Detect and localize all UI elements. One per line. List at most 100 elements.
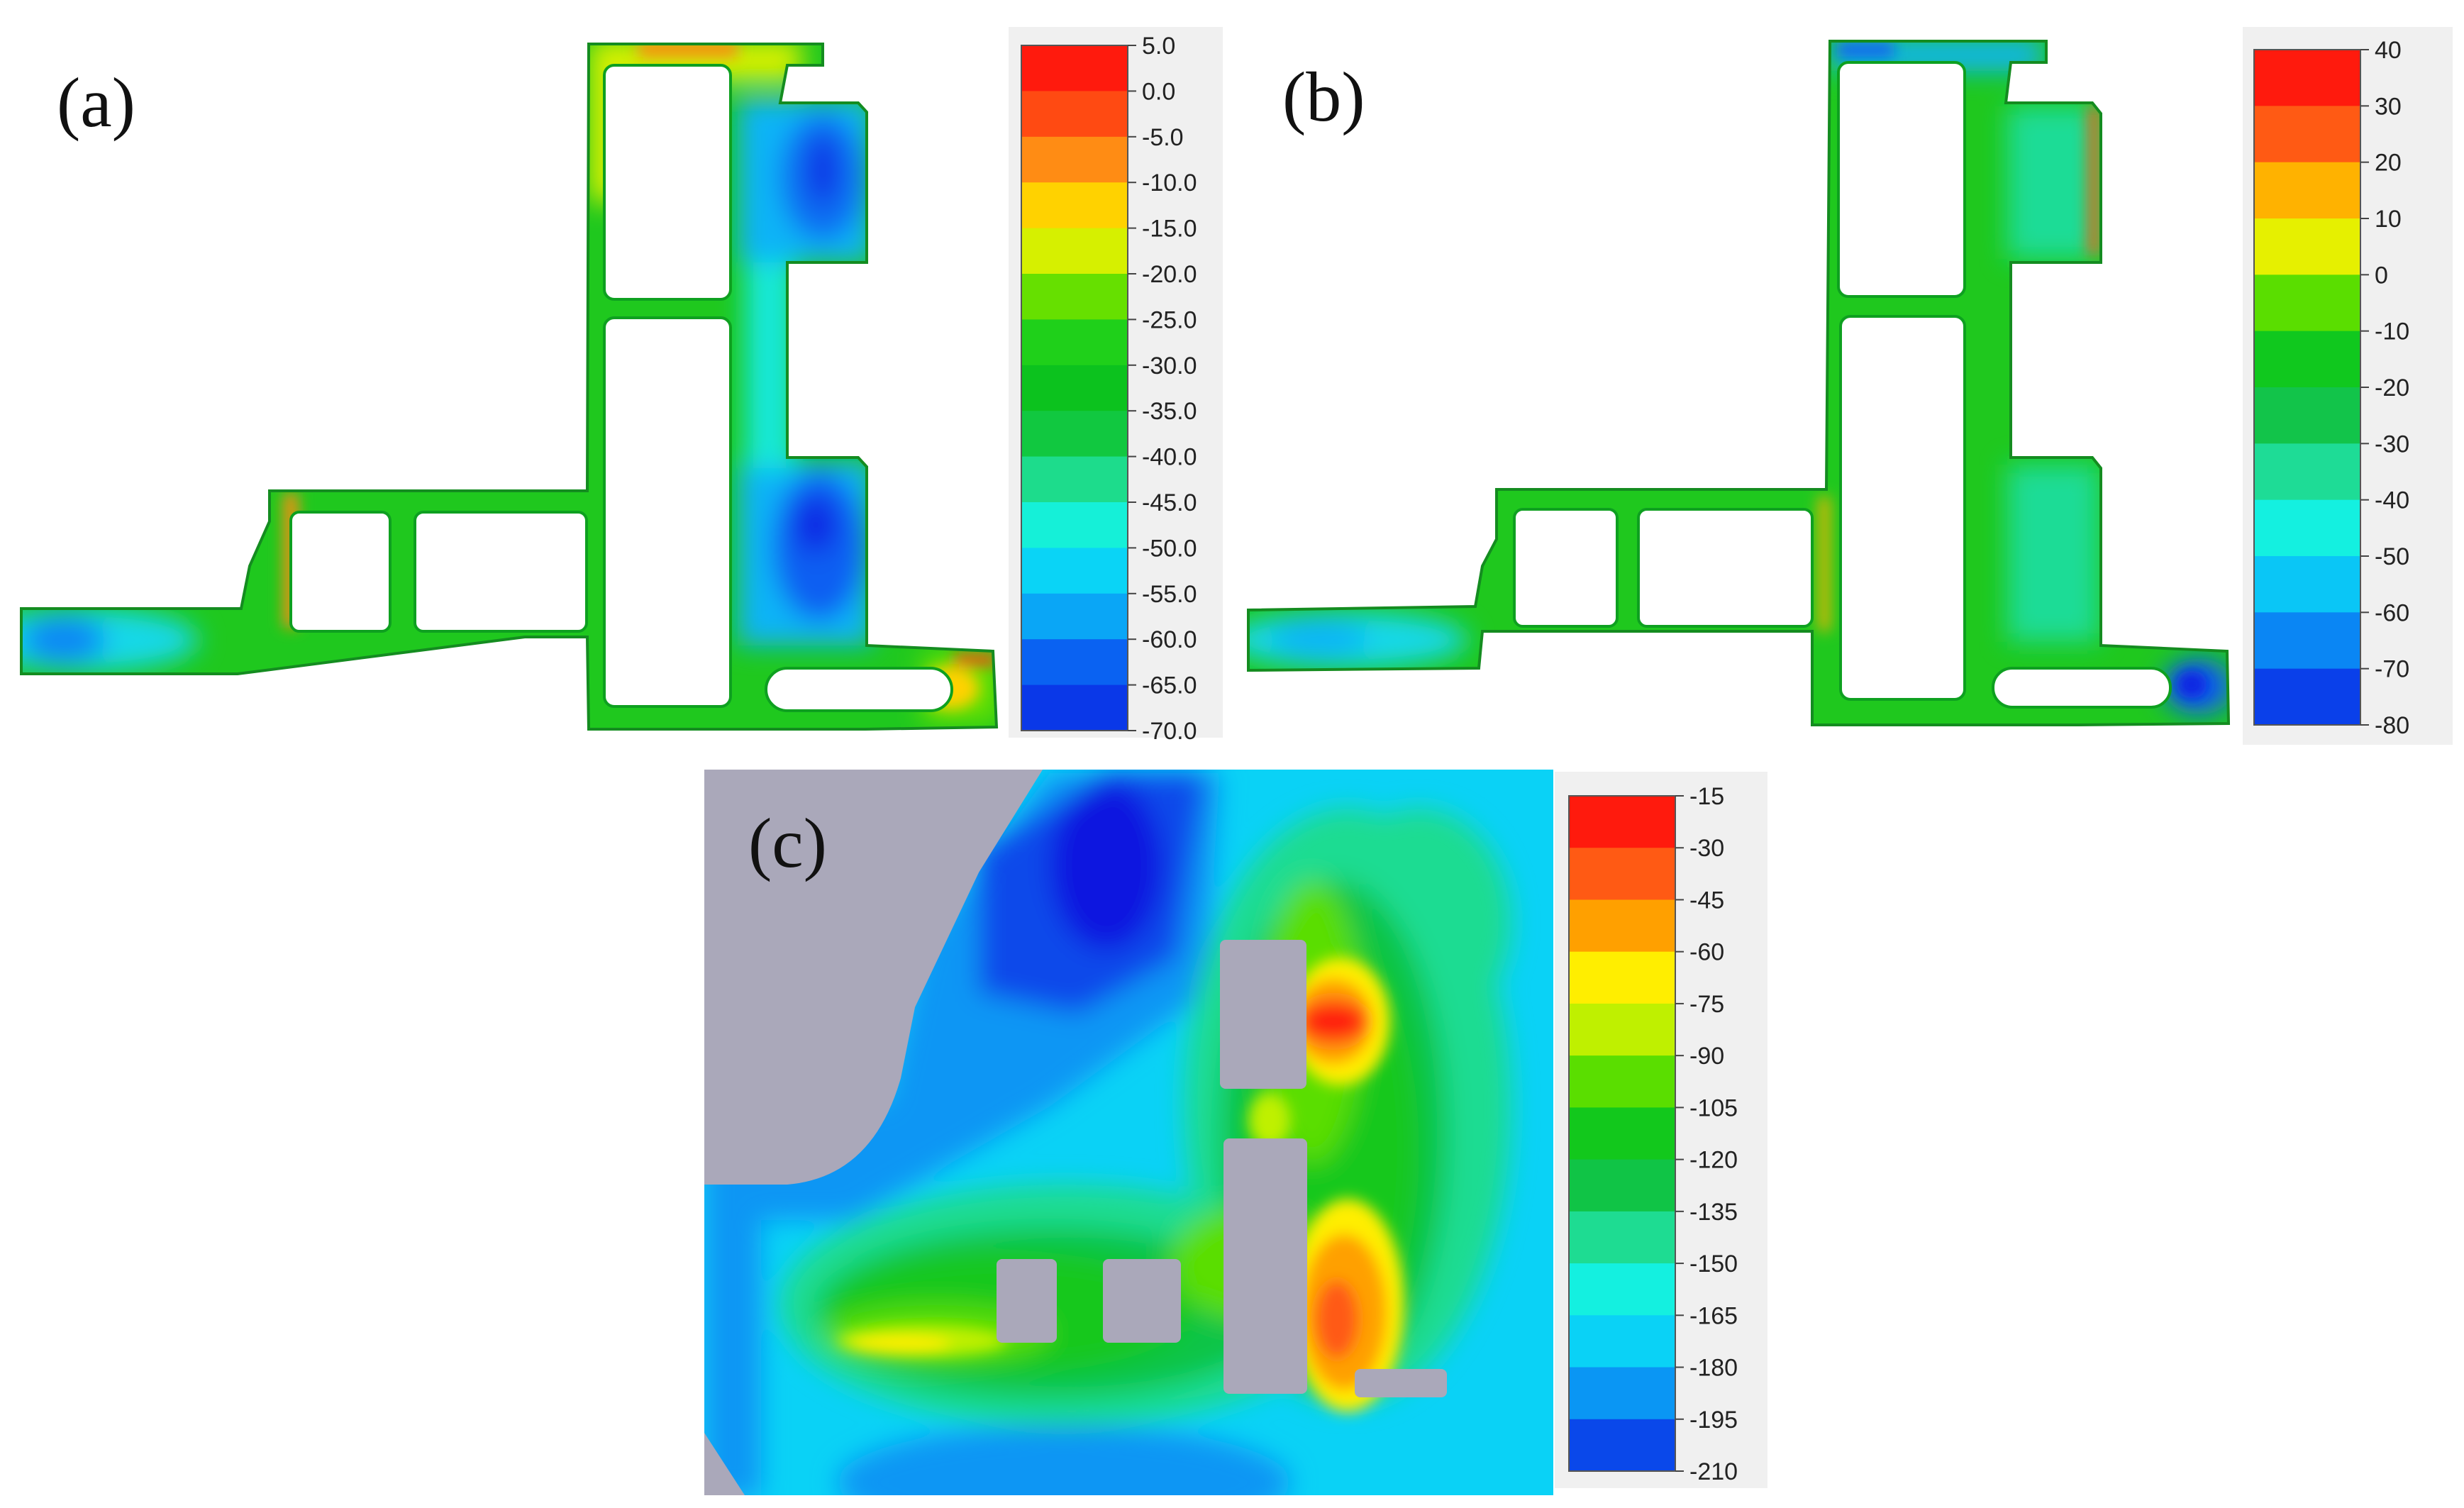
colorbar-tick-label: -10.0 <box>1142 170 1197 196</box>
colorbar-tick-label: -50 <box>2375 543 2409 570</box>
colorbar-tick-label: -5.0 <box>1142 124 1184 151</box>
panel-label-a: (a) <box>57 63 135 142</box>
colorbar-tick-label: -20.0 <box>1142 261 1197 288</box>
colorbar-band <box>1569 1055 1675 1108</box>
colorbar-tick-label: -15 <box>1689 783 1724 810</box>
colorbar-band <box>1569 1159 1675 1212</box>
colorbar-band <box>1021 548 1128 594</box>
colorbar-tick-label: -10 <box>2375 318 2409 345</box>
colorbar-tick-label: -15.0 <box>1142 216 1197 243</box>
colorbar-band <box>2254 556 2360 613</box>
colorbar-band <box>1569 1211 1675 1264</box>
colorbar-tick-label: -135 <box>1689 1199 1738 1226</box>
colorbar-band <box>1569 1419 1675 1472</box>
voids-b <box>1513 61 2172 709</box>
colorbar-band <box>2254 275 2360 332</box>
die-region <box>704 770 1043 1185</box>
colorbar-tick-label: -60 <box>2375 599 2409 626</box>
colorbar-band <box>1021 182 1128 229</box>
colorbar-band <box>1021 365 1128 411</box>
colorbar-tick-label: -105 <box>1689 1094 1738 1121</box>
colorbar-band <box>1569 951 1675 1004</box>
colorbar-tick-label: -50.0 <box>1142 535 1197 562</box>
colorbar-band <box>1569 1107 1675 1160</box>
colorbar-band <box>2254 331 2360 388</box>
colorbar-band <box>1021 639 1128 686</box>
colorbar-band <box>2254 668 2360 726</box>
colorbar-tick-label: -165 <box>1689 1302 1738 1329</box>
colorbar-c: -15 -30 -45 -60 -75 -90 -105 -120 -135 -150 -165 -1… <box>1555 772 1767 1488</box>
colorbar-a: 5.0 0.0 -5.0 -10.0 -15.0 -20.0 -25.0 -30.0 -35.0… <box>1009 27 1223 745</box>
colorbar-tick-label: -180 <box>1689 1355 1738 1382</box>
colorbar-band <box>1569 899 1675 953</box>
colorbar-band <box>1021 91 1128 138</box>
colorbar-tick-label: 40 <box>2375 37 2402 64</box>
colorbar-tick-label: -25.0 <box>1142 306 1197 333</box>
colorbar-band <box>1569 1003 1675 1056</box>
panel-label-c: (c) <box>748 804 827 882</box>
colorbar-tick-label: -70 <box>2375 656 2409 683</box>
colorbar-band <box>2254 106 2360 163</box>
colorbar-tick-label: -80 <box>2375 712 2409 739</box>
colorbar-band <box>2254 50 2360 106</box>
colorbar-band <box>1021 593 1128 640</box>
colorbar-tick-label: -75 <box>1689 991 1724 1018</box>
colorbar-tick-label: -45.0 <box>1142 489 1197 516</box>
colorbar-band <box>1021 274 1128 320</box>
colorbar-band <box>1021 45 1128 92</box>
colorbar-band <box>2254 387 2360 444</box>
colorbar-border <box>1568 795 1676 1472</box>
colorbar-band <box>2254 162 2360 219</box>
colorbar-tick-label: 30 <box>2375 93 2402 120</box>
panel-c: (c) -15-30-45-60-75-90-105-120-135-150-1… <box>704 770 1767 1495</box>
colorbar-tick-label: 20 <box>2375 150 2402 177</box>
colorbar-band <box>1021 456 1128 503</box>
panel-a: (a) <box>20 27 1223 745</box>
colorbar-band <box>1021 228 1128 275</box>
colorbar-tick-label: 0.0 <box>1142 78 1175 105</box>
colorbar-band <box>1021 319 1128 366</box>
colorbar-border <box>1021 45 1128 731</box>
colorbar-tick-label: -20 <box>2375 375 2409 401</box>
colorbar-band <box>1569 1263 1675 1316</box>
colorbar-band <box>1569 1367 1675 1420</box>
colorbar-band <box>1021 684 1128 731</box>
colorbar-band <box>1021 136 1128 183</box>
colorbar-tick-label: -30.0 <box>1142 353 1197 379</box>
colorbar-band <box>1569 1315 1675 1368</box>
colorbar-band <box>1021 502 1128 548</box>
colorbar-tick-label: -65.0 <box>1142 672 1197 699</box>
colorbar-tick-label: -30 <box>1689 835 1724 862</box>
colorbar-tick-label: -60 <box>1689 939 1724 966</box>
colorbar-band <box>2254 499 2360 557</box>
colorbar-tick-label: 10 <box>2375 206 2402 233</box>
colorbar-tick-label: -35.0 <box>1142 398 1197 425</box>
inserts-c <box>997 940 1447 1397</box>
colorbar-b: 40 30 20 10 0 -10 -20 -30 -40 -50 -60 -70 -80 <box>2243 27 2453 745</box>
colorbar-band <box>1569 848 1675 900</box>
colorbar-band <box>2254 218 2360 275</box>
voids-a <box>289 64 953 712</box>
colorbar-band <box>1569 796 1675 848</box>
colorbar-band <box>1021 411 1128 458</box>
colorbar-tick-label: -150 <box>1689 1251 1738 1277</box>
colorbar-tick-label: -70.0 <box>1142 718 1197 745</box>
colorbar-tick-label: 0 <box>2375 262 2388 289</box>
colorbar-tick-label: -30 <box>2375 431 2409 458</box>
panel-label-b: (b) <box>1282 57 1365 136</box>
colorbar-tick-label: -90 <box>1689 1043 1724 1070</box>
colorbar-tick-label: -40.0 <box>1142 444 1197 471</box>
colorbar-tick-label: -60.0 <box>1142 626 1197 653</box>
colorbar-tick-label: -195 <box>1689 1407 1738 1434</box>
colorbar-tick-label: -55.0 <box>1142 581 1197 608</box>
colorbar-tick-label: -40 <box>2375 487 2409 514</box>
colorbar-tick-label: -210 <box>1689 1458 1738 1485</box>
colorbar-tick-label: 5.0 <box>1142 33 1175 60</box>
colorbar-band <box>2254 612 2360 670</box>
colorbar-band <box>2254 443 2360 501</box>
colorbar-tick-label: -45 <box>1689 887 1724 914</box>
colorbar-tick-label: -120 <box>1689 1147 1738 1174</box>
contour-map-c <box>704 770 1553 1495</box>
